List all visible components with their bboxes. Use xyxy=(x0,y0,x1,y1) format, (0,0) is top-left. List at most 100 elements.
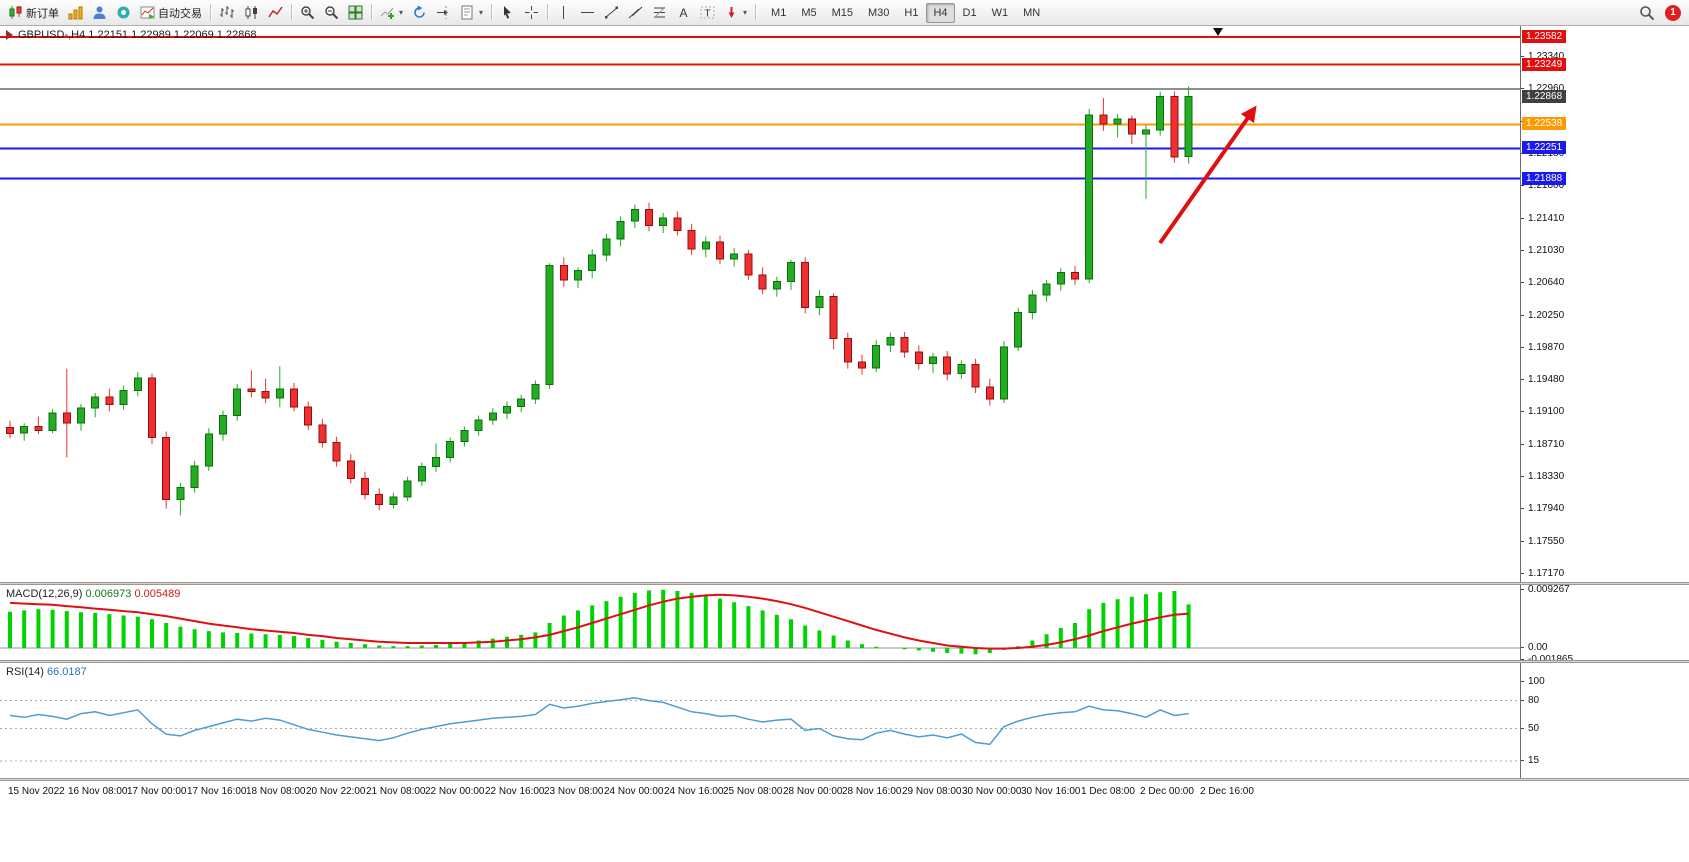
search-button[interactable] xyxy=(1635,2,1659,23)
price-tick: 1.21030 xyxy=(1521,245,1564,257)
toolbar-separator xyxy=(371,4,372,21)
new-order-button[interactable]: 新订单 xyxy=(4,2,63,23)
indicators-icon xyxy=(380,7,394,19)
time-label: 2 Dec 16:00 xyxy=(1200,786,1254,797)
zoom-in-button[interactable] xyxy=(296,2,319,23)
price-line-badge: 1.21888 xyxy=(1522,172,1567,185)
market-watch-button[interactable] xyxy=(64,2,87,23)
auto-scroll-button[interactable] xyxy=(408,2,431,23)
chart-window: GBPUSD-,H4 1.22151 1.22989 1.22069 1.228… xyxy=(0,26,1689,862)
time-label: 24 Nov 16:00 xyxy=(664,786,724,797)
timeframe-toolbar: M1 M5 M15 M30 H1 H4 D1 W1 MN xyxy=(764,2,1047,23)
time-label: 16 Nov 08:00 xyxy=(68,786,128,797)
main-price-chart[interactable] xyxy=(0,26,1520,582)
time-label: 30 Nov 00:00 xyxy=(962,786,1022,797)
macd-panel[interactable] xyxy=(0,585,1520,660)
horizontal-line-icon xyxy=(581,12,595,13)
crosshair-button[interactable] xyxy=(520,2,543,23)
toolbar: 新订单 自动交易 ▾ ▾ xyxy=(0,0,1689,26)
bars-chart-button[interactable] xyxy=(215,2,239,23)
chevron-down-icon: ▾ xyxy=(399,8,404,17)
timeframe-D1[interactable]: D1 xyxy=(956,3,984,23)
timeframe-H4[interactable]: H4 xyxy=(926,2,955,23)
macd-main-value: 0.006973 xyxy=(85,588,132,600)
timeframe-MN[interactable]: MN xyxy=(1016,3,1047,23)
rsi-value: 66.0187 xyxy=(46,666,87,678)
arrows-icon xyxy=(728,7,735,18)
chart-title-bar: GBPUSD-,H4 1.22151 1.22989 1.22069 1.228… xyxy=(6,29,257,41)
fibonacci-button[interactable] xyxy=(648,2,671,23)
price-tick: 1.19480 xyxy=(1521,374,1564,386)
search-icon xyxy=(1640,5,1655,20)
panel-separator[interactable] xyxy=(0,660,1689,663)
sound-icon xyxy=(117,6,130,19)
candles-chart-button[interactable] xyxy=(240,2,263,23)
new-order-icon xyxy=(9,6,22,19)
toolbar-separator xyxy=(547,4,549,21)
chart-shift-icon xyxy=(437,6,449,19)
timeframe-H1[interactable]: H1 xyxy=(897,3,925,23)
price-tick: 1.21800 xyxy=(1521,180,1564,192)
text-label-button[interactable]: T xyxy=(696,2,719,23)
channel-button[interactable] xyxy=(624,2,647,23)
arrows-button[interactable]: ▾ xyxy=(720,2,751,23)
autotrading-label: 自动交易 xyxy=(158,7,202,20)
time-label: 24 Nov 00:00 xyxy=(604,786,664,797)
rsi-panel[interactable] xyxy=(0,663,1520,778)
time-label: 2 Dec 00:00 xyxy=(1140,786,1194,797)
toolbar-right: 1 xyxy=(1635,2,1685,23)
tile-windows-button[interactable] xyxy=(344,2,367,23)
price-tick: 1.17940 xyxy=(1521,503,1564,515)
tile-windows-icon xyxy=(348,5,363,20)
time-axis[interactable]: 15 Nov 2022 16 Nov 08:00 17 Nov 00:00 17 No… xyxy=(0,781,1689,862)
vertical-line-button[interactable] xyxy=(552,2,575,23)
price-tick: 1.19870 xyxy=(1521,342,1564,354)
alerts-button[interactable] xyxy=(112,2,135,23)
time-label: 20 Nov 22:00 xyxy=(306,786,366,797)
price-scale[interactable]: 1.233401.229601.225701.221801.218001.214… xyxy=(1520,26,1689,781)
indicators-button[interactable]: ▾ xyxy=(376,2,407,23)
rsi-axis-label: 100 xyxy=(1521,676,1545,688)
panel-separator[interactable] xyxy=(0,582,1689,585)
notification-badge[interactable]: 1 xyxy=(1665,4,1681,21)
chart-shift-button[interactable] xyxy=(432,2,455,23)
text-icon: A xyxy=(680,6,688,20)
bars-chart-icon xyxy=(220,6,234,18)
svg-text:A: A xyxy=(680,6,688,20)
cursor-button[interactable] xyxy=(496,2,519,23)
timeframe-M15[interactable]: M15 xyxy=(825,3,860,23)
one-click-trading-toggle[interactable] xyxy=(6,30,13,40)
time-label: 28 Nov 00:00 xyxy=(783,786,843,797)
autotrading-icon xyxy=(140,6,155,19)
horizontal-line-button[interactable] xyxy=(576,2,599,23)
timeframe-M5[interactable]: M5 xyxy=(794,3,823,23)
svg-text:T: T xyxy=(705,9,711,20)
trendline-button[interactable] xyxy=(600,2,623,23)
text-button[interactable]: A xyxy=(672,2,695,23)
time-label: 22 Nov 16:00 xyxy=(485,786,545,797)
price-tick: 1.23340 xyxy=(1521,51,1564,63)
rsi-label: RSI(14) 66.0187 xyxy=(6,666,87,678)
chart-ohlc-title: GBPUSD-,H4 1.22151 1.22989 1.22069 1.228… xyxy=(18,29,257,41)
zoom-out-button[interactable] xyxy=(320,2,343,23)
toolbar-separator xyxy=(210,4,211,21)
macd-name: MACD(12,26,9) xyxy=(6,588,83,600)
toolbar-separator xyxy=(491,4,493,21)
price-line-badge: 1.23582 xyxy=(1522,30,1567,43)
timeframe-M1[interactable]: M1 xyxy=(764,3,793,23)
profile-button[interactable] xyxy=(88,2,111,23)
price-line-badge: 1.22251 xyxy=(1522,141,1567,154)
panel-separator[interactable] xyxy=(0,778,1689,781)
autotrading-button[interactable]: 自动交易 xyxy=(136,2,206,23)
templates-button[interactable]: ▾ xyxy=(456,2,487,23)
timeframe-M30[interactable]: M30 xyxy=(861,3,896,23)
line-chart-button[interactable] xyxy=(264,2,287,23)
auto-scroll-icon xyxy=(414,5,425,18)
price-tick: 1.17170 xyxy=(1521,568,1564,580)
profile-icon xyxy=(93,6,106,19)
time-label: 18 Nov 08:00 xyxy=(246,786,306,797)
price-tick: 1.19100 xyxy=(1521,406,1564,418)
time-label: 17 Nov 00:00 xyxy=(127,786,187,797)
timeframe-W1[interactable]: W1 xyxy=(985,3,1016,23)
price-tick: 1.18330 xyxy=(1521,471,1564,483)
